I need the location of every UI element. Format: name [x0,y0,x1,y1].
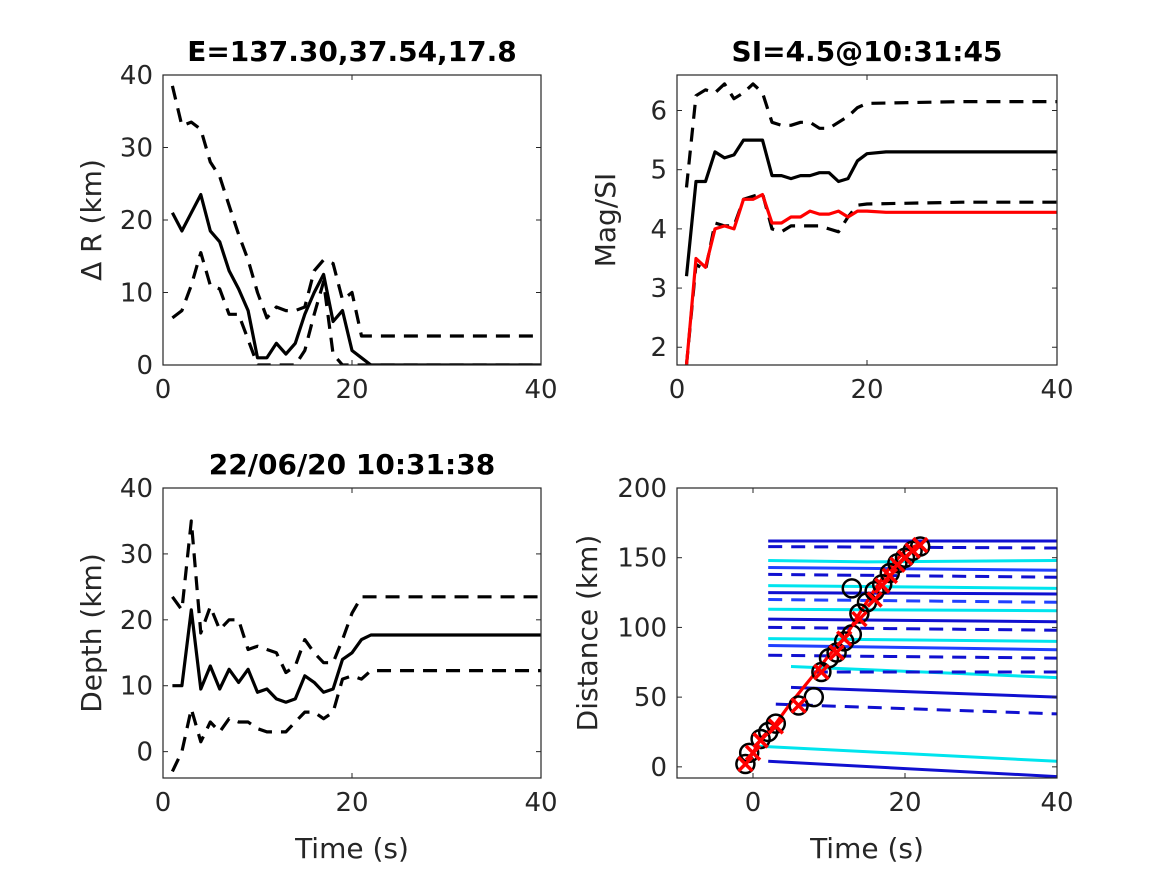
series-line [170,193,541,365]
y-tick-label: 10 [120,672,153,702]
y-tick-label: 100 [617,613,667,643]
cross-marker [835,630,853,647]
y-axis-label: Distance (km) [571,535,604,732]
series-line [768,559,1057,564]
x-tick-label: 20 [888,788,921,818]
series-line [768,566,1057,572]
panel-3: 0 20 40 0 10 20 30 40 22/06/20 10:31:38 Time (s) D… [75,448,558,865]
y-axis-label: Δ R (km) [75,159,108,281]
series-line [768,644,1057,652]
x-tick-label: 0 [155,375,172,405]
x-tick-label: 0 [669,375,686,405]
x-tick-label: 0 [155,788,172,818]
y-axis-label: Mag/SI [589,173,622,268]
cross-marker [744,744,762,762]
circle-marker [765,713,787,734]
panel-title: 22/06/20 10:31:38 [209,448,495,481]
series-line [768,607,1057,613]
cross-marker [881,567,899,585]
y-tick-label: 0 [650,753,667,783]
cross-marker [737,755,754,773]
y-tick-label: 0 [136,738,153,768]
cross-marker [790,697,807,714]
circle-marker [803,686,825,708]
series-line [684,191,1057,365]
cross-marker [813,663,830,681]
series-line [768,637,1057,643]
cross-marker [911,536,929,554]
y-tick-label: 0 [136,351,153,381]
series-line [768,653,1057,660]
y-tick-label: 2 [650,333,667,363]
x-tick-label: 20 [850,375,883,405]
y-axis-label: Depth (km) [75,553,108,713]
y-tick-label: 6 [650,97,667,127]
axes-box [676,487,1058,779]
plot-area [170,519,541,773]
series-line [768,617,1057,624]
series-line [170,668,541,773]
x-tick-label: 0 [745,788,762,818]
y-tick-label: 30 [120,540,153,570]
series-line [684,193,1057,365]
series-line [790,665,1057,680]
series-line [170,85,541,338]
cross-marker [828,644,845,661]
y-tick-label: 30 [120,134,153,164]
panel-title: E=137.30,37.54,17.8 [187,35,517,68]
x-axis-label: Time (s) [809,832,924,865]
circle-marker [909,536,931,557]
x-axis-label: Time (s) [294,832,409,865]
series-line [684,82,1057,188]
series-line [684,138,1057,277]
y-tick-label: 3 [650,274,667,304]
circle-marker [735,753,756,775]
y-tick-label: 10 [120,279,153,309]
cross-marker [851,610,868,628]
y-tick-label: 20 [120,206,153,236]
series-line [768,598,1057,604]
y-tick-label: 200 [617,474,667,504]
series-line [768,625,1057,632]
series-line [768,759,1057,778]
plot-area [735,536,1057,778]
series-line [790,685,1057,699]
circle-marker [841,578,863,599]
cross-marker [866,591,883,608]
x-tick-label: 20 [335,375,368,405]
x-tick-label: 40 [524,788,557,818]
series-line [172,608,541,704]
cross-marker [752,732,769,749]
y-tick-label: 5 [650,156,667,186]
plot-area [170,85,541,365]
panel-2: 0 20 40 2 3 4 5 6 SI=4.5@10:31:45 Mag/SI [589,35,1074,405]
y-tick-label: 40 [120,474,153,504]
y-tick-label: 20 [120,606,153,636]
x-tick-label: 40 [524,375,557,405]
cross-marker [767,718,785,735]
y-tick-label: 4 [650,215,667,245]
series-line [171,519,541,675]
x-tick-label: 40 [1040,788,1073,818]
plot-area [684,82,1057,365]
panel-4: 0 20 40 0 50 100 150 200 Time (s) Distance (km) [571,474,1074,865]
series-line [768,572,1057,579]
panel-1: 0 20 40 0 10 20 30 40 E=137.30,37.54,17.8 Δ R (km… [75,35,558,405]
x-tick-label: 40 [1040,375,1073,405]
x-tick-label: 20 [335,788,368,818]
series-line [768,591,1057,596]
series-line [171,251,541,365]
y-tick-label: 40 [120,61,153,91]
series-line [768,584,1057,590]
panel-title: SI=4.5@10:31:45 [732,35,1003,68]
y-tick-label: 50 [634,683,667,713]
circle-marker [788,695,809,716]
series-line [775,702,1057,716]
y-tick-label: 150 [617,544,667,574]
series-line [752,744,1057,763]
